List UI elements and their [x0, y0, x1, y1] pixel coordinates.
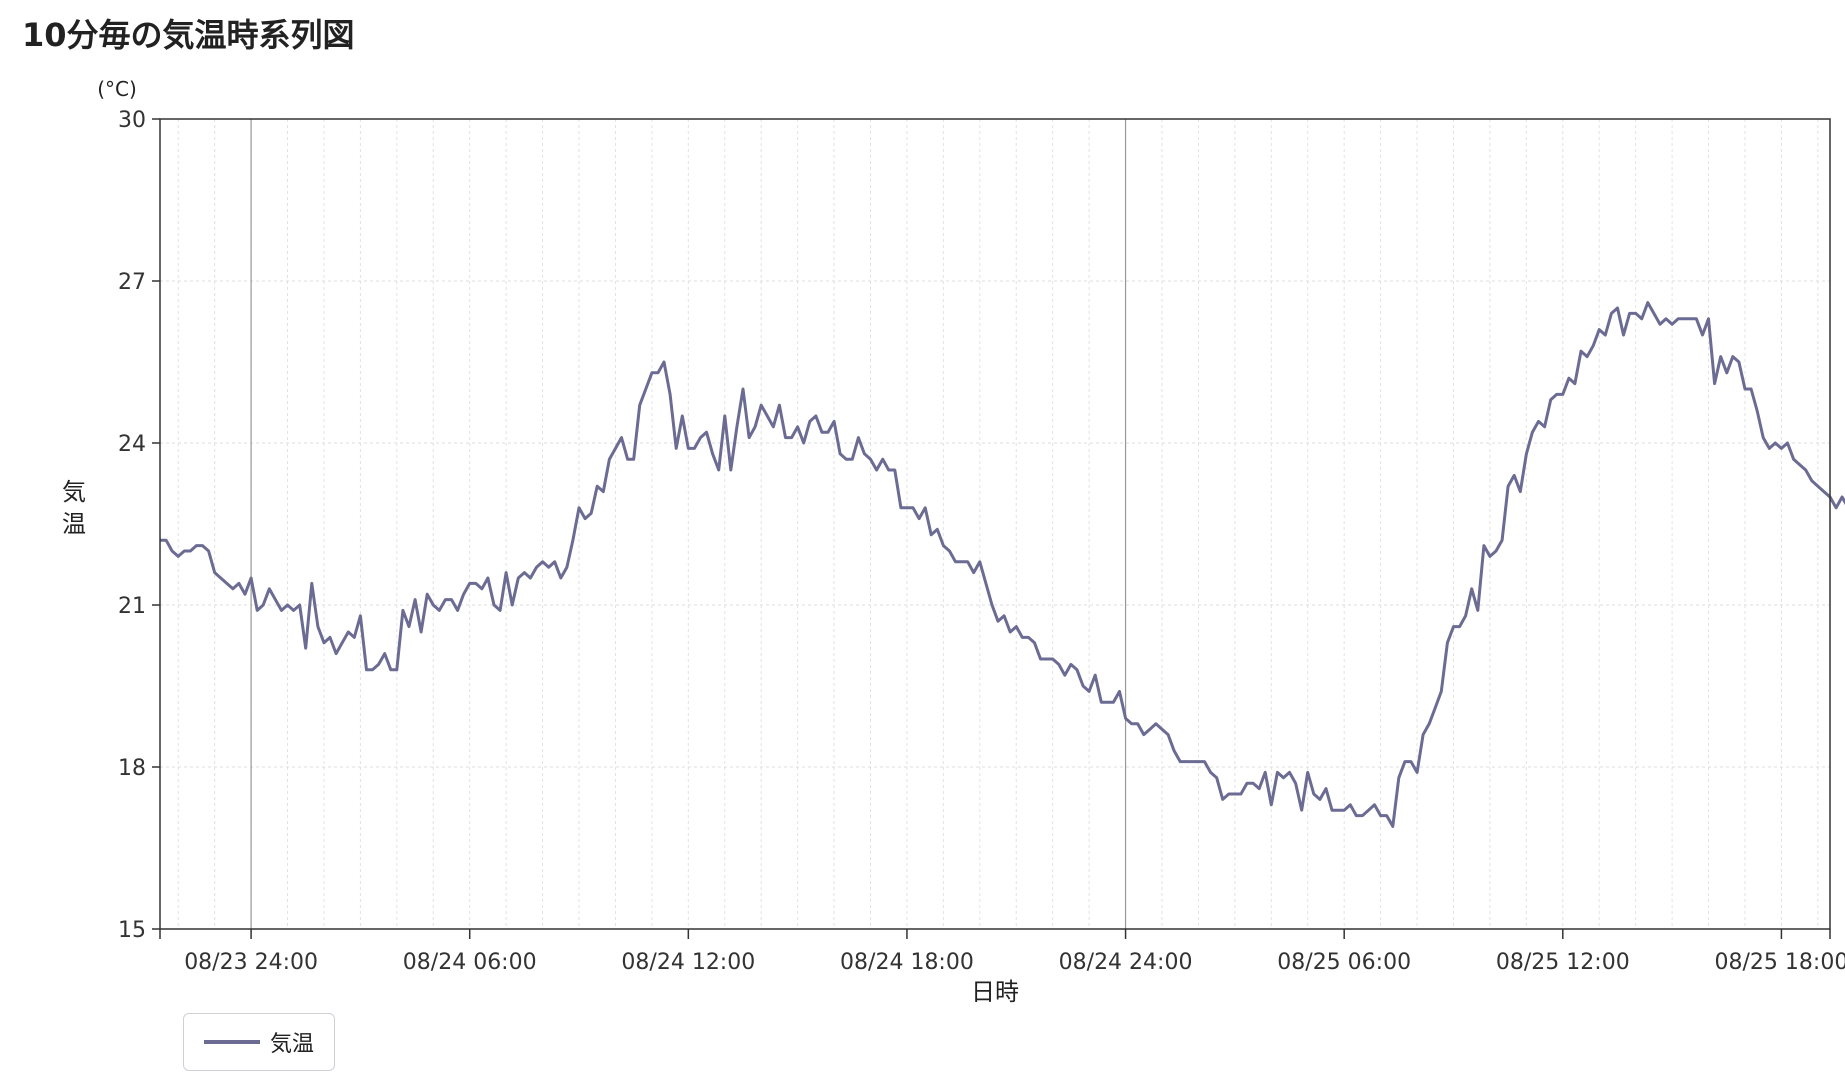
x-axis: 08/23 24:00 08/24 06:00 08/24 12:00 08/24 1…: [159, 929, 1845, 975]
x-tick-label: 08/25 06:00: [1277, 950, 1411, 975]
x-tick-label: 08/24 12:00: [621, 950, 755, 975]
legend[interactable]: 気温: [183, 1013, 335, 1071]
x-tick-label: 08/25 12:00: [1496, 950, 1630, 975]
x-axis-title: 日時: [971, 978, 1019, 1006]
y-tick-label: 15: [118, 918, 146, 943]
x-tick-label: 08/24 24:00: [1059, 950, 1193, 975]
y-tick-label: 21: [118, 594, 146, 619]
page-title: 10分毎の気温時系列図: [22, 16, 355, 54]
x-tick-label: 08/24 06:00: [403, 950, 537, 975]
y-tick-label: 27: [118, 270, 146, 295]
y-tick-label: 18: [118, 756, 146, 781]
y-axis-title: 気温: [62, 478, 86, 538]
x-tick-label: 08/24 18:00: [840, 950, 974, 975]
minor-grid: [177, 119, 1819, 929]
y-axis: 15 18 21 24 27 30: [118, 108, 160, 943]
x-tick-label: 08/23 24:00: [184, 950, 318, 975]
plot-frame: [159, 118, 1831, 930]
legend-label: 気温: [270, 1032, 315, 1057]
y-tick-label: 24: [118, 432, 146, 457]
y-tick-label: 30: [118, 108, 146, 133]
legend-swatch: [204, 1040, 260, 1044]
y-axis-unit: (°C): [97, 77, 137, 101]
series-line-temperature: [160, 301, 1845, 828]
major-grid: [160, 119, 1830, 929]
x-tick-label: 08/25 18:00: [1715, 950, 1845, 975]
